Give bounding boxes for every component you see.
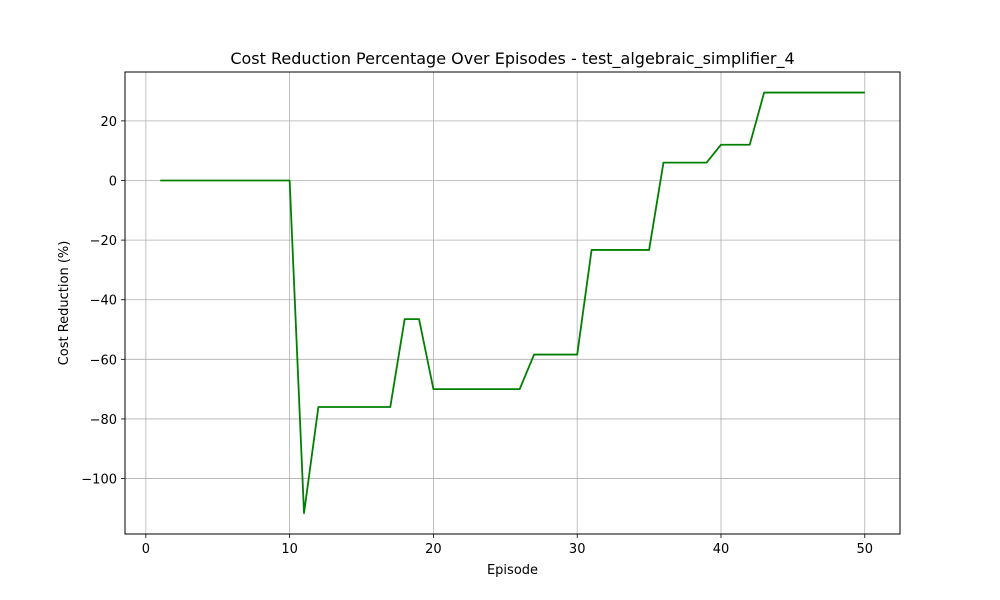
y-tick-label: −40: [90, 294, 117, 309]
x-tick-label: 20: [425, 542, 442, 557]
y-tick-label: −80: [90, 413, 117, 428]
x-tick-label: 40: [713, 542, 730, 557]
y-tick-label: −100: [81, 473, 117, 488]
series-line: [160, 91, 865, 515]
x-axis-ticks: 0 10 20 30 40 50: [142, 534, 873, 557]
chart-title: Cost Reduction Percentage Over Episodes …: [230, 49, 794, 69]
y-tick-label: −60: [90, 353, 117, 368]
y-tick-label: 20: [100, 115, 117, 130]
x-tick-label: 0: [142, 542, 150, 557]
y-axis-ticks: −100 −80 −60 −40 −20 0 20: [81, 115, 125, 488]
y-tick-label: −20: [90, 234, 117, 249]
x-axis-label: Episode: [487, 563, 538, 578]
x-tick-label: 10: [281, 542, 298, 557]
plot-lines: [160, 91, 865, 515]
x-tick-label: 30: [569, 542, 586, 557]
x-tick-label: 50: [856, 542, 873, 557]
y-tick-label: 0: [109, 174, 117, 189]
y-axis-label: Cost Reduction (%): [57, 241, 72, 366]
plot-frame: [124, 71, 901, 535]
grid: [125, 72, 900, 534]
